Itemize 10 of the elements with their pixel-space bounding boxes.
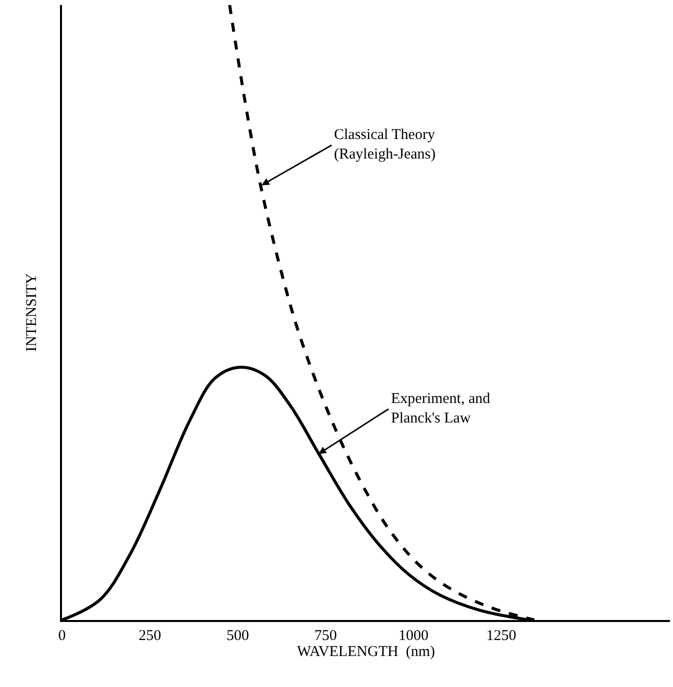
x-tick-label: 0 [58, 628, 66, 644]
x-axis-title: WAVELENGTH (nm) [296, 644, 436, 660]
x-tick-label: 500 [226, 628, 249, 644]
x-tick-label: 1250 [486, 628, 516, 644]
annotation: Classical Theory (Rayleigh-Jeans) [334, 127, 436, 162]
x-tick-label: 750 [314, 628, 337, 644]
x-tick-label: 1000 [398, 628, 428, 644]
annotation: Experiment, and Planck's Law [391, 391, 491, 426]
y-axis-title: INTENSITY [24, 273, 40, 352]
x-tick-label: 250 [138, 628, 162, 644]
